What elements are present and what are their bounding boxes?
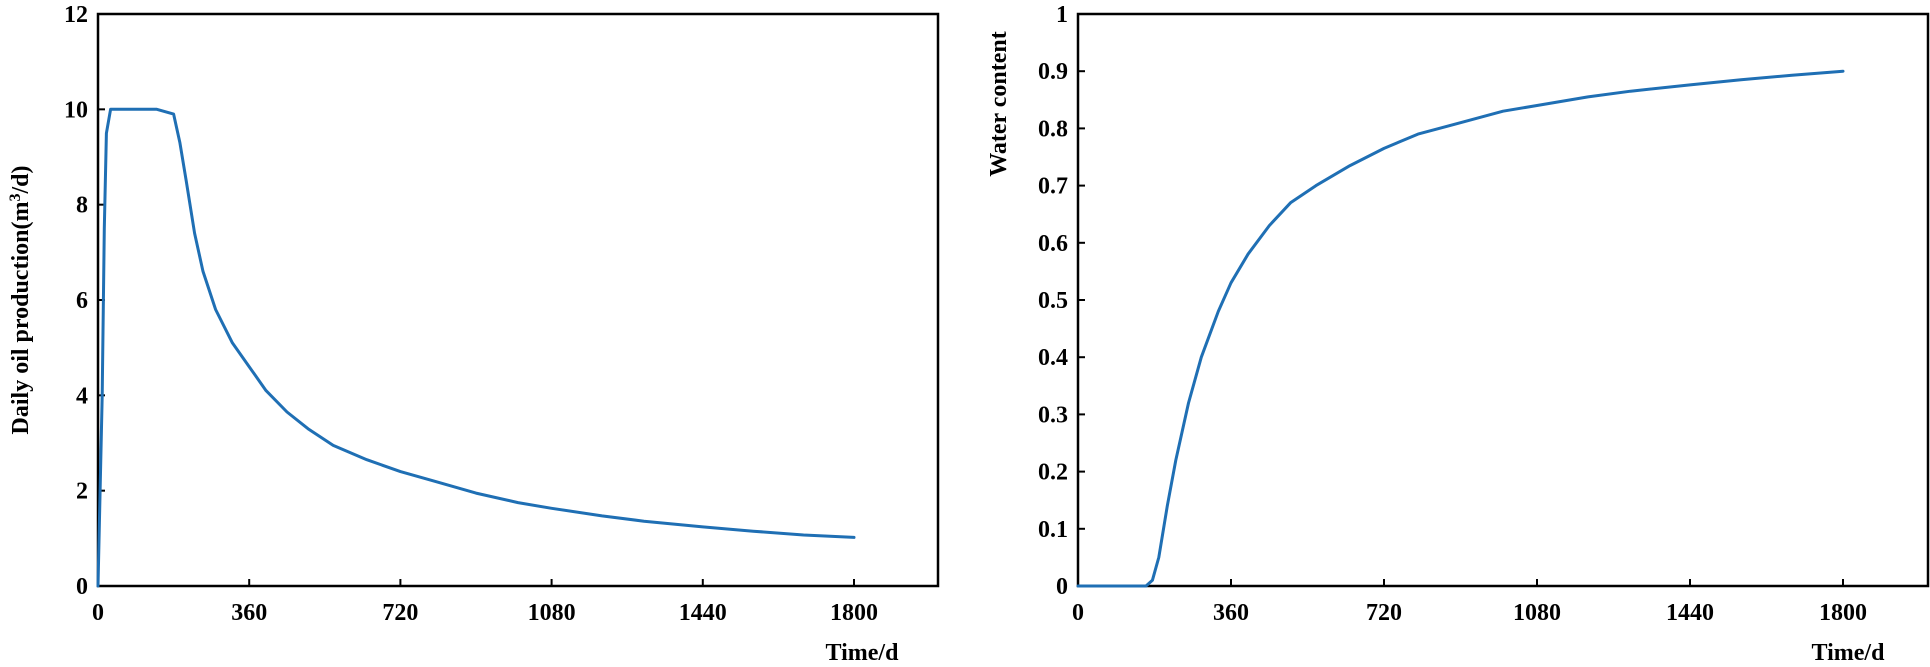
y-tick-label: 0.5 [1038, 288, 1068, 314]
y-tick-label: 0.8 [1038, 116, 1068, 142]
x-tick-label: 720 [1366, 600, 1402, 626]
y-tick-label: 0.2 [1038, 460, 1068, 486]
y-tick-label: 8 [76, 193, 88, 219]
y-tick-label: 0 [76, 574, 88, 600]
y-axis-label: Daily oil production(m3/d) [7, 166, 35, 435]
y-tick-label: 0.3 [1038, 402, 1068, 428]
y-tick-label: 1 [1056, 2, 1068, 28]
y-tick-label: 0.4 [1038, 345, 1068, 371]
x-tick-label: 1800 [1819, 600, 1867, 626]
series-line [1076, 69, 1845, 588]
water-content-chart: 0 0.1 0.2 0.3 0.4 0.5 0.6 0.7 0.8 0.9 1 0 360 720 1080… [986, 2, 1930, 666]
plot-frame [96, 12, 940, 588]
x-tick-label: 1800 [830, 600, 878, 626]
y-tick-label: 2 [76, 479, 88, 505]
x-tick-label: 360 [231, 600, 267, 626]
x-tick-label: 1080 [528, 600, 576, 626]
x-tick-label: 0 [1072, 600, 1084, 626]
y-tick-label: 12 [64, 2, 88, 28]
plot-frame [1076, 12, 1930, 588]
x-tick-label: 1080 [1513, 600, 1561, 626]
x-tick-label: 1440 [679, 600, 727, 626]
x-tick-label: 720 [382, 600, 418, 626]
series-line [96, 107, 856, 588]
y-tick-label: 0.1 [1038, 517, 1068, 543]
x-tick-label: 0 [92, 600, 104, 626]
x-axis-label: Time/d [1812, 640, 1886, 666]
y-axis-label: Water content [986, 31, 1012, 177]
y-tick-label: 0 [1056, 574, 1068, 600]
x-tick-label: 360 [1213, 600, 1249, 626]
oil-production-chart: 0 2 4 6 8 10 12 0 360 720 1080 1440 1800 Time/d Daily … [7, 2, 940, 666]
y-tick-label: 4 [76, 383, 88, 409]
y-tick-label: 0.7 [1038, 174, 1068, 200]
x-tick-label: 1440 [1666, 600, 1714, 626]
y-tick-label: 6 [76, 288, 88, 314]
y-tick-label: 10 [64, 97, 88, 123]
y-tick-label: 0.9 [1038, 59, 1068, 85]
x-axis-label: Time/d [826, 640, 900, 666]
y-tick-label: 0.6 [1038, 231, 1068, 257]
